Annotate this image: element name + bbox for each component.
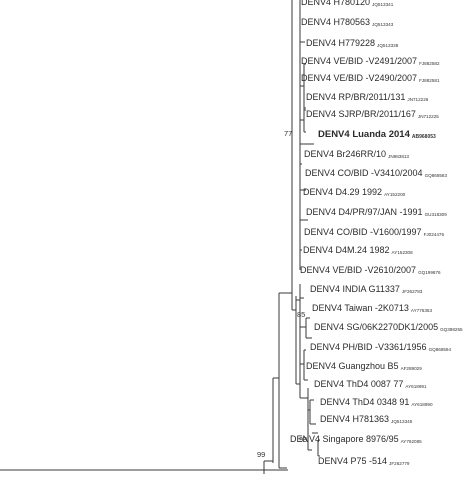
tip-label: DENV4 SJRP/BR/2011/167 JN712225: [306, 109, 439, 122]
bootstrap-luanda: 77: [284, 129, 293, 138]
strain-name: DENV4 P75 -514: [318, 456, 388, 466]
strain-name: DENV4 D4.29 1992: [303, 187, 383, 197]
accession-number: GQ868594: [428, 347, 452, 352]
tip-label: DENV4 ThD4 0348 91 AY618990: [320, 397, 433, 410]
strain-name: DENV4 H779228: [306, 38, 376, 48]
tip-label: DENV4 Singapore 8976/95 AY762085: [290, 434, 422, 447]
tip-label: DENV4 Luanda 2014 AB968053: [318, 129, 436, 143]
strain-name: DENV4 H781363: [320, 414, 390, 424]
accession-number: GQ199876: [418, 270, 441, 275]
accession-number: FJ024476: [423, 232, 444, 237]
tip-label: DENV4 VE/BID -V2490/2007 FJ882581: [301, 73, 440, 86]
tip-label: DENV4 PH/BID -V3361/1956 GQ868594: [310, 342, 451, 355]
accession-number: AF289029: [400, 366, 422, 371]
strain-name: DENV4 H780563: [301, 17, 371, 27]
tip-label: DENV4 VE/BID -V2610/2007 GQ199876: [300, 265, 441, 278]
tip-label: DENV4 H780120 JQ513341: [301, 0, 393, 10]
bootstrap-thd4: 99: [299, 435, 308, 444]
accession-number: GU318309: [424, 212, 447, 217]
strain-name: DENV4 VE/BID -V2490/2007: [301, 73, 418, 83]
bootstrap-taiwan: 85: [297, 310, 306, 319]
tip-label: DENV4 D4M.24 1982 AY152308: [303, 245, 413, 258]
tip-label: DENV4 H779228 JQ513338: [306, 38, 398, 51]
tip-label: DENV4 Guangzhou B5 AF289029: [306, 361, 422, 374]
strain-name: DENV4 Singapore 8976/95: [290, 434, 399, 444]
accession-number: JN712225: [417, 114, 439, 119]
accession-number: JQ513341: [372, 2, 394, 7]
strain-name: DENV4 H780120: [301, 0, 371, 7]
strain-name: DENV4 VE/BID -V2610/2007: [300, 265, 417, 275]
strain-name: DENV4 ThD4 0087 77: [314, 379, 404, 389]
strain-name: DENV4 D4M.24 1982: [303, 245, 390, 255]
accession-number: AY762085: [400, 439, 422, 444]
strain-name: DENV4 Taiwan -2K0713: [312, 303, 409, 313]
tip-label: DENV4 VE/BID -V2491/2007 FJ882582: [301, 56, 440, 69]
accession-number: JN712226: [407, 97, 429, 102]
tip-label: DENV4 SG/06K2270DK1/2005 GQ398255: [314, 322, 463, 335]
tip-label: DENV4 P75 -514 JF262779: [318, 456, 409, 469]
tip-label: DENV4 CO/BID -V1600/1997 FJ024476: [304, 227, 444, 240]
tip-label: DENV4 CO/BID -V3410/2004 GQ868583: [305, 168, 447, 181]
accession-number: JF262779: [389, 461, 410, 466]
accession-number: JF262783: [401, 289, 423, 294]
bootstrap-root: 99: [257, 450, 266, 459]
strain-name: DENV4 Guangzhou B5: [306, 361, 399, 371]
accession-number: AY152200: [384, 192, 406, 197]
tip-label: DENV4 H781363 JQ513345: [320, 414, 412, 427]
strain-name: DENV4 INDIA G11337: [310, 284, 400, 294]
tip-label: DENV4 RP/BR/2011/131 JN712226: [306, 92, 428, 105]
strain-name: DENV4 D4/PR/97/JAN -1991: [306, 207, 423, 217]
strain-name: DENV4 SG/06K2270DK1/2005: [314, 322, 439, 332]
strain-name: DENV4 ThD4 0348 91: [320, 397, 410, 407]
strain-name: DENV4 RP/BR/2011/131: [306, 92, 406, 102]
accession-number: FJ882582: [419, 61, 440, 66]
tip-label: DENV4 ThD4 0087 77 AY618991: [314, 379, 427, 392]
accession-number: JQ513343: [372, 22, 394, 27]
tip-label: DENV4 Taiwan -2K0713 AY776353: [312, 303, 432, 316]
tip-label: DENV4 Br246RR/10 JN983813: [304, 149, 409, 162]
tip-label: DENV4 D4/PR/97/JAN -1991 GU318309: [306, 207, 447, 220]
accession-number: JQ513338: [377, 43, 399, 48]
accession-number: GQ398255: [440, 327, 463, 332]
strain-name: DENV4 Br246RR/10: [304, 149, 387, 159]
accession-number: FJ882581: [419, 78, 440, 83]
accession-number: AY618991: [405, 384, 427, 389]
tip-label: DENV4 INDIA G11337 JF262783: [310, 284, 422, 297]
accession-number: AB968053: [411, 134, 436, 140]
strain-name: DENV4 PH/BID -V3361/1956: [310, 342, 427, 352]
accession-number: JQ513345: [391, 419, 413, 424]
strain-name: DENV4 VE/BID -V2491/2007: [301, 56, 418, 66]
strain-name: DENV4 CO/BID -V1600/1997: [304, 227, 422, 237]
accession-number: AY776353: [410, 308, 433, 313]
strain-name: DENV4 CO/BID -V3410/2004: [305, 168, 423, 178]
accession-number: AY618990: [411, 402, 433, 407]
tip-label: DENV4 D4.29 1992 AY152200: [303, 187, 405, 200]
accession-number: JN983813: [388, 154, 409, 159]
strain-name: DENV4 SJRP/BR/2011/167: [306, 109, 416, 119]
accession-number: GQ868583: [424, 173, 448, 178]
strain-name: DENV4 Luanda 2014: [318, 129, 410, 140]
accession-number: AY152308: [391, 250, 413, 255]
tip-label: DENV4 H780563 JQ513343: [301, 17, 393, 30]
